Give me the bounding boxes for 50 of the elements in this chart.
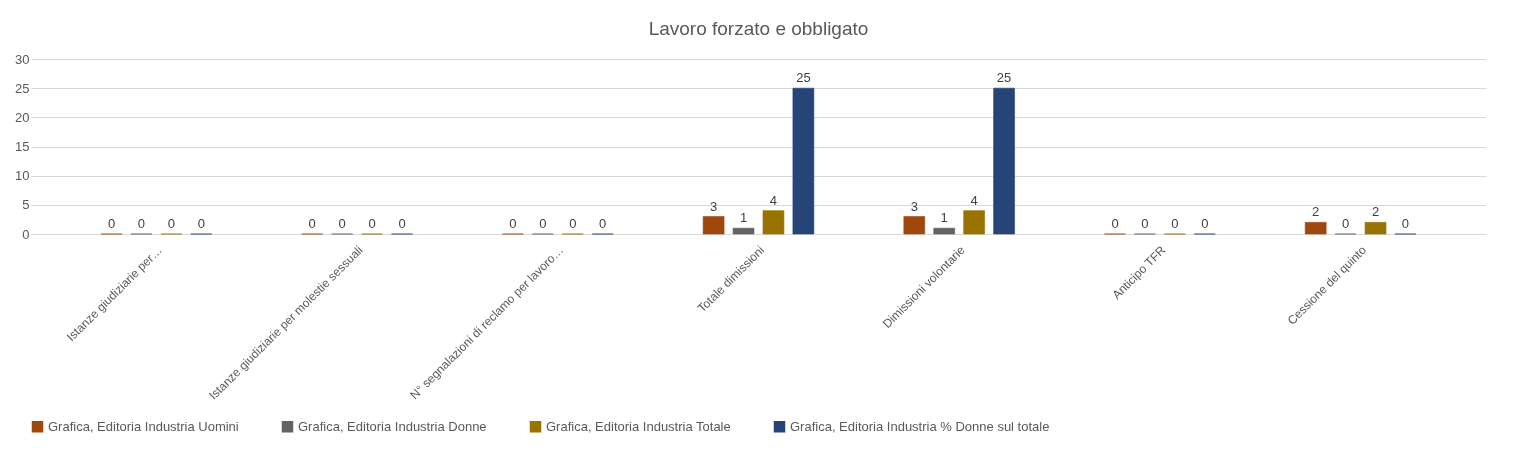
y-tick-label: 20 [15, 109, 30, 125]
bar [1364, 222, 1387, 235]
data-label: 1 [739, 210, 748, 226]
data-label: 0 [368, 216, 376, 231]
data-label: 2 [1312, 204, 1320, 220]
data-label: 0 [137, 216, 146, 231]
data-label: 3 [709, 198, 718, 214]
data-label: 0 [1341, 216, 1350, 231]
data-label: 0 [1401, 216, 1410, 231]
data-label: 0 [197, 216, 205, 231]
legend-label: Grafica, Editoria Industria Uomini [48, 418, 239, 434]
data-label: 0 [1141, 216, 1149, 231]
legend-label: Grafica, Editoria Industria Totale [546, 418, 731, 434]
bar [993, 87, 1015, 235]
bar [792, 87, 815, 235]
bar [732, 227, 755, 235]
data-label: 25 [996, 70, 1012, 86]
data-label: 4 [769, 192, 778, 208]
data-label: 0 [398, 216, 406, 231]
data-label: 0 [509, 216, 517, 231]
data-label: 3 [910, 198, 918, 214]
data-label: 0 [167, 216, 176, 231]
y-tick-label: 15 [15, 139, 30, 154]
y-tick-label: 30 [15, 51, 30, 67]
data-label: 0 [599, 216, 607, 231]
y-tick-label: 5 [22, 197, 30, 213]
bar [762, 210, 785, 235]
bar [903, 216, 926, 235]
bar [1304, 222, 1327, 235]
bar [702, 216, 725, 235]
data-label: 25 [796, 70, 811, 86]
bar [933, 227, 955, 235]
bar [963, 210, 985, 235]
data-label: 0 [1171, 216, 1179, 231]
data-label: 0 [107, 216, 116, 231]
data-label: 1 [940, 210, 948, 226]
y-tick-label: 25 [15, 80, 30, 96]
legend-label: Grafica, Editoria Industria Donne [298, 418, 487, 434]
data-label: 0 [308, 216, 316, 231]
legend-label: Grafica, Editoria Industria % Donne sul totale [790, 418, 1050, 434]
data-label: 0 [338, 216, 346, 231]
data-label: 0 [1201, 216, 1209, 231]
y-tick-label: 10 [15, 168, 30, 184]
data-label: 0 [539, 216, 547, 231]
data-label: 0 [1111, 216, 1119, 231]
data-label: 0 [569, 216, 577, 231]
y-tick-label: 0 [22, 226, 30, 242]
chart-title: Lavoro forzato e obbligato [648, 18, 869, 39]
data-label: 4 [970, 192, 978, 208]
data-label: 2 [1371, 204, 1380, 220]
